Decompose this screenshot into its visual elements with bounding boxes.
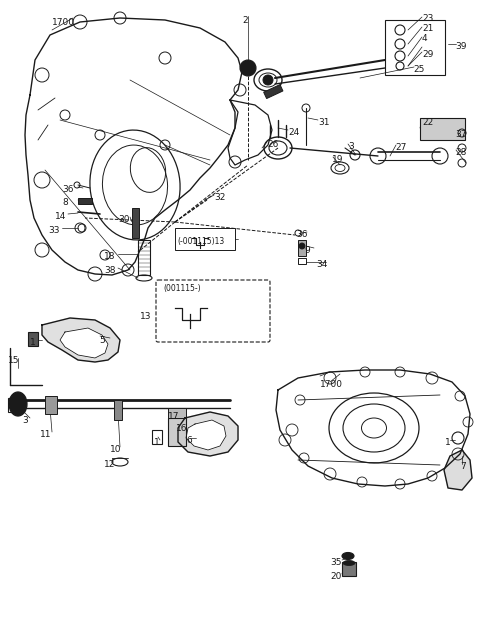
Ellipse shape: [343, 560, 355, 565]
Bar: [298, 258, 306, 264]
Text: 24: 24: [288, 128, 299, 137]
Text: 32: 32: [214, 193, 226, 202]
Text: 5: 5: [99, 336, 105, 345]
Text: 14: 14: [55, 212, 66, 221]
Text: 18: 18: [104, 252, 116, 261]
Text: 13: 13: [140, 312, 152, 321]
Text: 12: 12: [104, 460, 115, 469]
Text: 28: 28: [455, 148, 467, 157]
Circle shape: [240, 60, 256, 76]
Text: 15: 15: [8, 356, 20, 365]
Polygon shape: [186, 420, 226, 450]
Bar: [298, 240, 306, 256]
Text: 3: 3: [348, 142, 354, 151]
Text: 23: 23: [422, 14, 433, 23]
Polygon shape: [42, 318, 120, 362]
Circle shape: [345, 553, 351, 559]
Text: 4: 4: [422, 34, 428, 43]
Text: 22: 22: [422, 118, 433, 127]
Bar: [138, 240, 150, 275]
Bar: [168, 418, 186, 446]
Text: 19: 19: [332, 155, 344, 164]
Bar: [168, 408, 186, 418]
Text: 39: 39: [455, 42, 467, 51]
FancyBboxPatch shape: [156, 280, 270, 342]
Text: 36: 36: [62, 185, 73, 194]
Text: 17: 17: [168, 412, 180, 421]
Bar: [8, 398, 24, 412]
Polygon shape: [276, 370, 470, 486]
Text: 26: 26: [267, 140, 278, 149]
Text: 36: 36: [296, 230, 308, 239]
Bar: [132, 208, 139, 238]
Text: 30: 30: [118, 215, 130, 224]
Text: 11: 11: [40, 430, 51, 439]
Circle shape: [243, 63, 253, 73]
Text: 6: 6: [186, 436, 192, 445]
Polygon shape: [444, 450, 472, 490]
Text: 1700: 1700: [52, 18, 75, 27]
Bar: [264, 85, 283, 99]
Text: 8: 8: [62, 198, 68, 207]
Ellipse shape: [9, 392, 27, 416]
Circle shape: [299, 243, 305, 249]
Ellipse shape: [342, 553, 354, 560]
Text: 20: 20: [330, 572, 341, 581]
Polygon shape: [60, 328, 108, 358]
Bar: [152, 430, 162, 444]
Text: 3: 3: [22, 416, 28, 425]
Text: 21: 21: [422, 24, 433, 33]
Text: 1: 1: [445, 438, 451, 447]
Text: 1: 1: [154, 438, 160, 447]
Bar: [78, 198, 92, 204]
Text: 29: 29: [422, 50, 433, 59]
Text: 37: 37: [455, 130, 467, 139]
Bar: [385, 20, 445, 75]
Text: 7: 7: [460, 462, 466, 471]
Text: 35: 35: [330, 558, 341, 567]
Text: 25: 25: [413, 65, 424, 74]
Text: 31: 31: [318, 118, 329, 127]
Text: 2: 2: [242, 16, 248, 25]
Text: 27: 27: [395, 143, 407, 152]
Bar: [114, 400, 122, 420]
Bar: [420, 118, 465, 140]
Bar: [45, 396, 57, 414]
Circle shape: [263, 75, 273, 85]
Text: 33: 33: [48, 226, 60, 235]
Text: (001115-): (001115-): [163, 284, 201, 293]
Text: 34: 34: [316, 260, 327, 269]
Bar: [175, 228, 235, 250]
Text: 9: 9: [304, 246, 310, 255]
Text: (-001115)13: (-001115)13: [177, 237, 224, 246]
Text: 38: 38: [104, 266, 116, 275]
Bar: [28, 332, 38, 346]
Polygon shape: [178, 412, 238, 456]
Text: 1: 1: [30, 338, 36, 347]
Bar: [342, 562, 356, 576]
Text: 1700: 1700: [320, 380, 343, 389]
Text: 16: 16: [176, 424, 188, 433]
Text: 10: 10: [110, 445, 121, 454]
